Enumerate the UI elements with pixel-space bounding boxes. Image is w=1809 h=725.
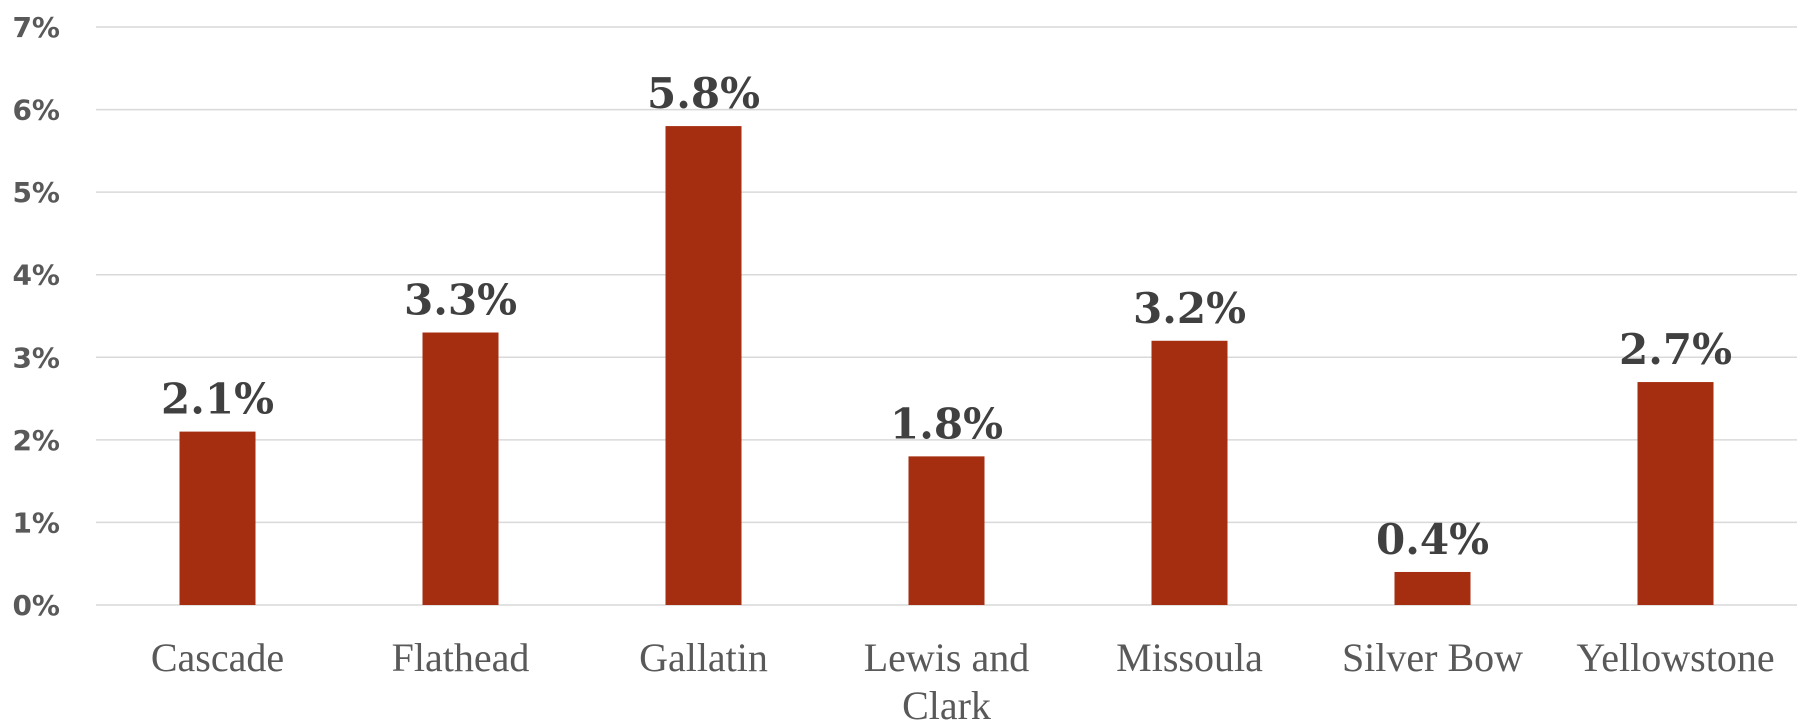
x-tick-label: Gallatin xyxy=(639,635,768,680)
bar xyxy=(1394,571,1471,605)
bar xyxy=(1151,340,1228,605)
y-tick-label: 5% xyxy=(12,176,60,209)
x-tick-label: Yellowstone xyxy=(1576,635,1774,680)
y-tick-label: 2% xyxy=(12,424,60,457)
y-axis-ticks: 0% 1% 2% 3% 4% 5% 6% 7% xyxy=(12,11,60,622)
data-label: 2.7% xyxy=(1619,325,1732,374)
y-tick-label: 1% xyxy=(12,506,60,539)
x-tick-label: Flathead xyxy=(392,635,530,680)
data-label: 0.4% xyxy=(1376,515,1489,564)
bar xyxy=(1637,382,1714,605)
y-tick-label: 0% xyxy=(12,589,60,622)
y-tick-label: 3% xyxy=(12,341,60,374)
x-tick-label: Cascade xyxy=(151,635,284,680)
data-label: 3.3% xyxy=(404,276,517,325)
bars xyxy=(179,126,1714,605)
x-tick-label: Silver Bow xyxy=(1342,635,1523,680)
bar xyxy=(908,456,985,605)
data-label: 1.8% xyxy=(890,399,1003,448)
x-tick-label: Missoula xyxy=(1116,635,1263,680)
bar xyxy=(665,126,742,605)
gridlines xyxy=(96,26,1797,606)
data-label: 3.2% xyxy=(1133,284,1246,333)
data-label: 5.8% xyxy=(647,69,760,118)
bar xyxy=(179,431,256,605)
y-tick-label: 7% xyxy=(12,11,60,44)
x-axis-ticks: Cascade Flathead Gallatin Lewis and Clark Mis… xyxy=(151,635,1775,725)
data-labels: 2.1% 3.3% 5.8% 1.8% 3.2% 0.4% 2.7% xyxy=(161,69,1732,564)
y-tick-label: 6% xyxy=(12,94,60,127)
data-label: 2.1% xyxy=(161,375,274,424)
bar xyxy=(422,332,499,605)
y-tick-label: 4% xyxy=(12,259,60,292)
x-tick-label: Lewis and Clark xyxy=(864,635,1030,725)
